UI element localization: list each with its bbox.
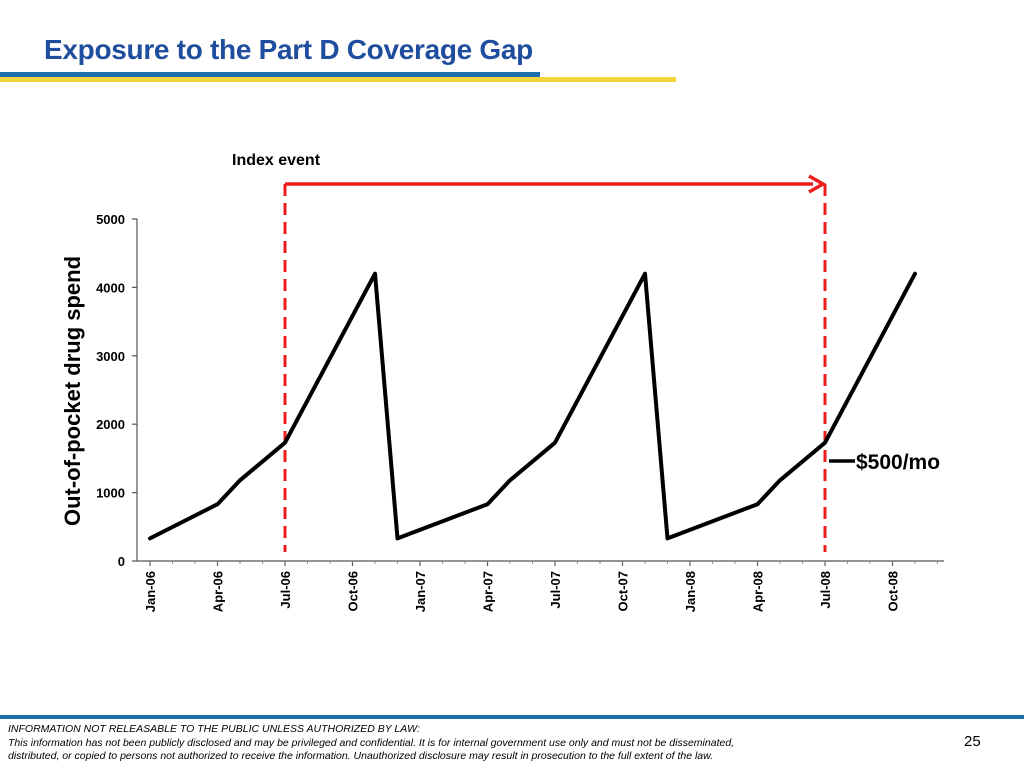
x-tick-labels: Jan-06 Apr-06 Jul-06 Oct-06 Jan-07 Apr-07 Jul-… xyxy=(143,571,901,612)
y-tick-label: 3000 xyxy=(96,349,125,364)
chart-axes xyxy=(132,218,944,566)
x-tick-label: Oct-07 xyxy=(616,571,631,611)
index-event-label: Index event xyxy=(232,152,321,169)
footer-line: INFORMATION NOT RELEASABLE TO THE PUBLIC… xyxy=(8,723,420,735)
y-tick-label: 4000 xyxy=(96,280,125,295)
index-event-marker xyxy=(283,174,827,552)
x-tick-label: Apr-08 xyxy=(751,571,766,612)
x-tick-label: Jan-06 xyxy=(143,571,158,612)
x-tick-label: Apr-07 xyxy=(481,571,496,612)
title-underline-gold xyxy=(0,77,676,82)
x-tick-label: Jul-06 xyxy=(278,571,293,609)
rate-label: $500/mo xyxy=(856,451,940,474)
x-tick-label: Apr-06 xyxy=(211,571,226,612)
x-tick-label: Oct-06 xyxy=(346,571,361,611)
footer-line: distributed, or copied to persons not au… xyxy=(8,750,714,762)
x-tick-label: Jul-07 xyxy=(548,571,563,609)
x-tick-label: Jan-08 xyxy=(683,571,698,612)
y-tick-label: 1000 xyxy=(96,486,125,501)
x-tick-label: Jan-07 xyxy=(413,571,428,612)
y-tick-label: 0 xyxy=(118,554,125,569)
y-tick-labels: 0 1000 2000 3000 4000 5000 xyxy=(96,212,125,569)
slide-title: Exposure to the Part D Coverage Gap xyxy=(44,34,533,65)
footer-disclaimer: INFORMATION NOT RELEASABLE TO THE PUBLIC… xyxy=(8,723,908,764)
y-tick-label: 5000 xyxy=(96,212,125,227)
x-tick-label: Jul-08 xyxy=(818,571,833,609)
y-tick-label: 2000 xyxy=(96,417,125,432)
y-axis-label: Out-of-pocket drug spend xyxy=(60,256,85,526)
footer-line: This information has not been publicly d… xyxy=(8,736,735,749)
index-arrow-head xyxy=(808,174,827,194)
x-tick-label: Oct-08 xyxy=(886,571,901,611)
rate-annotation: $500/mo xyxy=(829,451,940,474)
footer-rule xyxy=(0,715,1024,719)
series-line xyxy=(148,271,917,541)
chart: 0 1000 2000 3000 4000 5000 Jan-06 Apr-06 Jul-06… xyxy=(60,152,944,612)
page-number: 25 xyxy=(964,733,981,750)
title-underline-blue xyxy=(0,72,540,77)
